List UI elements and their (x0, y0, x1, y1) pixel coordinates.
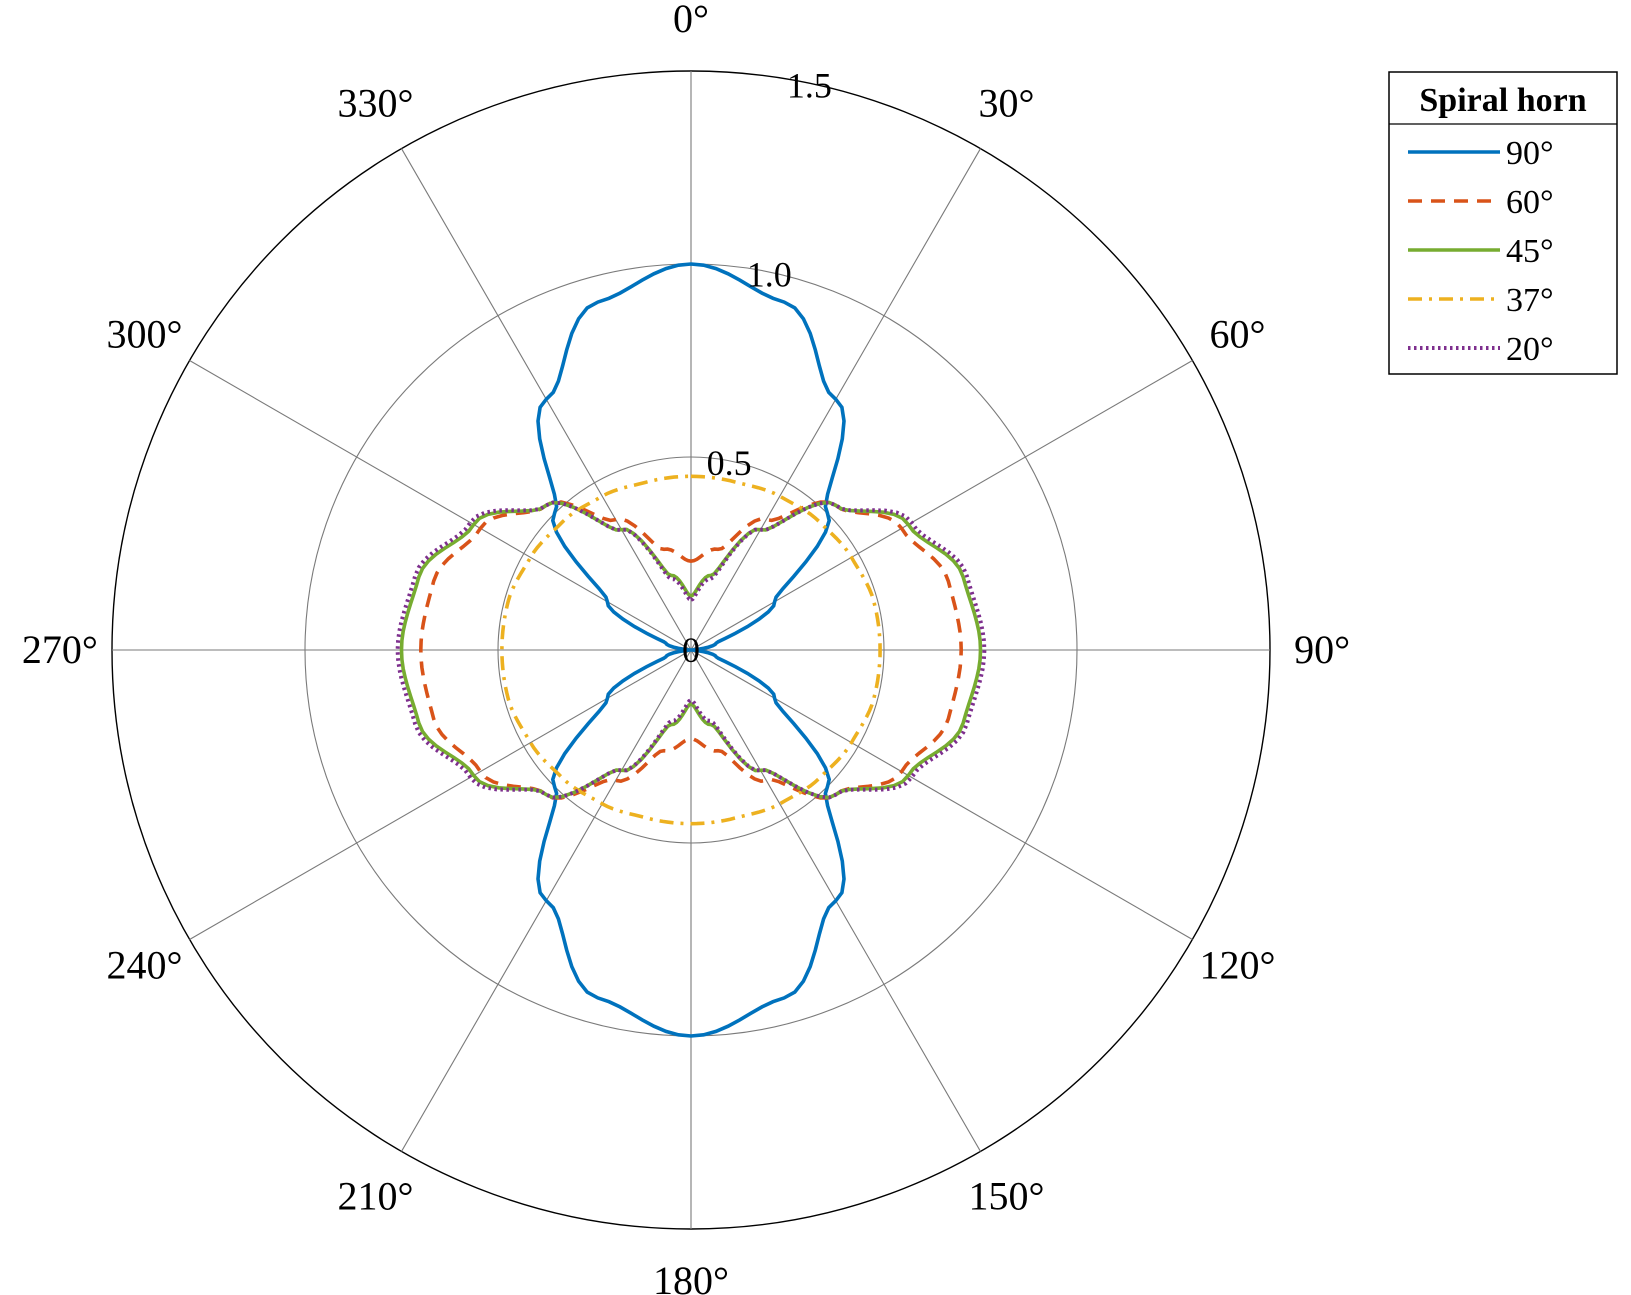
grid-spoke-2 (690, 360, 1193, 651)
angle-tick-label-1: 30° (979, 80, 1035, 125)
grid-spoke-10 (189, 360, 692, 651)
legend-title: Spiral horn (1419, 82, 1586, 119)
grid-spoke-4 (690, 649, 1193, 940)
series-layer (395, 262, 987, 1038)
legend-entries: 90° 60° 45° 37° 20° (1408, 135, 1554, 368)
angle-tick-labels: 0° 30° 60° 90° 120° 150° 180° 210° 240° 270° 300° 3… (22, 0, 1350, 1295)
series-line-0 (536, 262, 846, 1038)
legend-label-4: 20° (1506, 331, 1554, 368)
legend: Spiral horn 90° 60° 45° 37° 20° (1388, 71, 1618, 375)
legend-label-0: 90° (1506, 135, 1554, 172)
series-line-1 (418, 500, 964, 800)
radial-tick-label-1: 0.5 (707, 443, 752, 483)
angle-tick-label-6: 180° (653, 1258, 729, 1295)
angle-tick-label-3: 90° (1294, 627, 1350, 672)
radial-tick-label-3: 1.5 (787, 66, 832, 106)
angle-tick-label-0: 0° (673, 0, 709, 41)
angle-tick-label-4: 120° (1200, 943, 1276, 988)
legend-box (1388, 71, 1618, 375)
angle-tick-label-7: 210° (337, 1174, 413, 1219)
angle-tick-label-2: 60° (1210, 311, 1266, 356)
legend-label-3: 37° (1506, 282, 1554, 319)
series-line-3 (500, 474, 882, 826)
angle-tick-label-8: 240° (106, 943, 182, 988)
angle-tick-label-5: 150° (969, 1174, 1045, 1219)
angle-tick-label-9: 270° (22, 627, 98, 672)
grid-spoke-8 (189, 649, 692, 940)
series-line-2 (399, 500, 983, 800)
radial-tick-labels: 0 0.5 1.0 1.5 (682, 66, 832, 670)
angle-tick-label-11: 330° (337, 80, 413, 125)
radial-tick-label-2: 1.0 (747, 254, 792, 294)
legend-label-1: 60° (1506, 184, 1554, 221)
radial-tick-label-0: 0 (682, 630, 700, 670)
series-line-4 (395, 500, 987, 800)
angle-tick-label-10: 300° (106, 311, 182, 356)
legend-label-2: 45° (1506, 233, 1554, 270)
